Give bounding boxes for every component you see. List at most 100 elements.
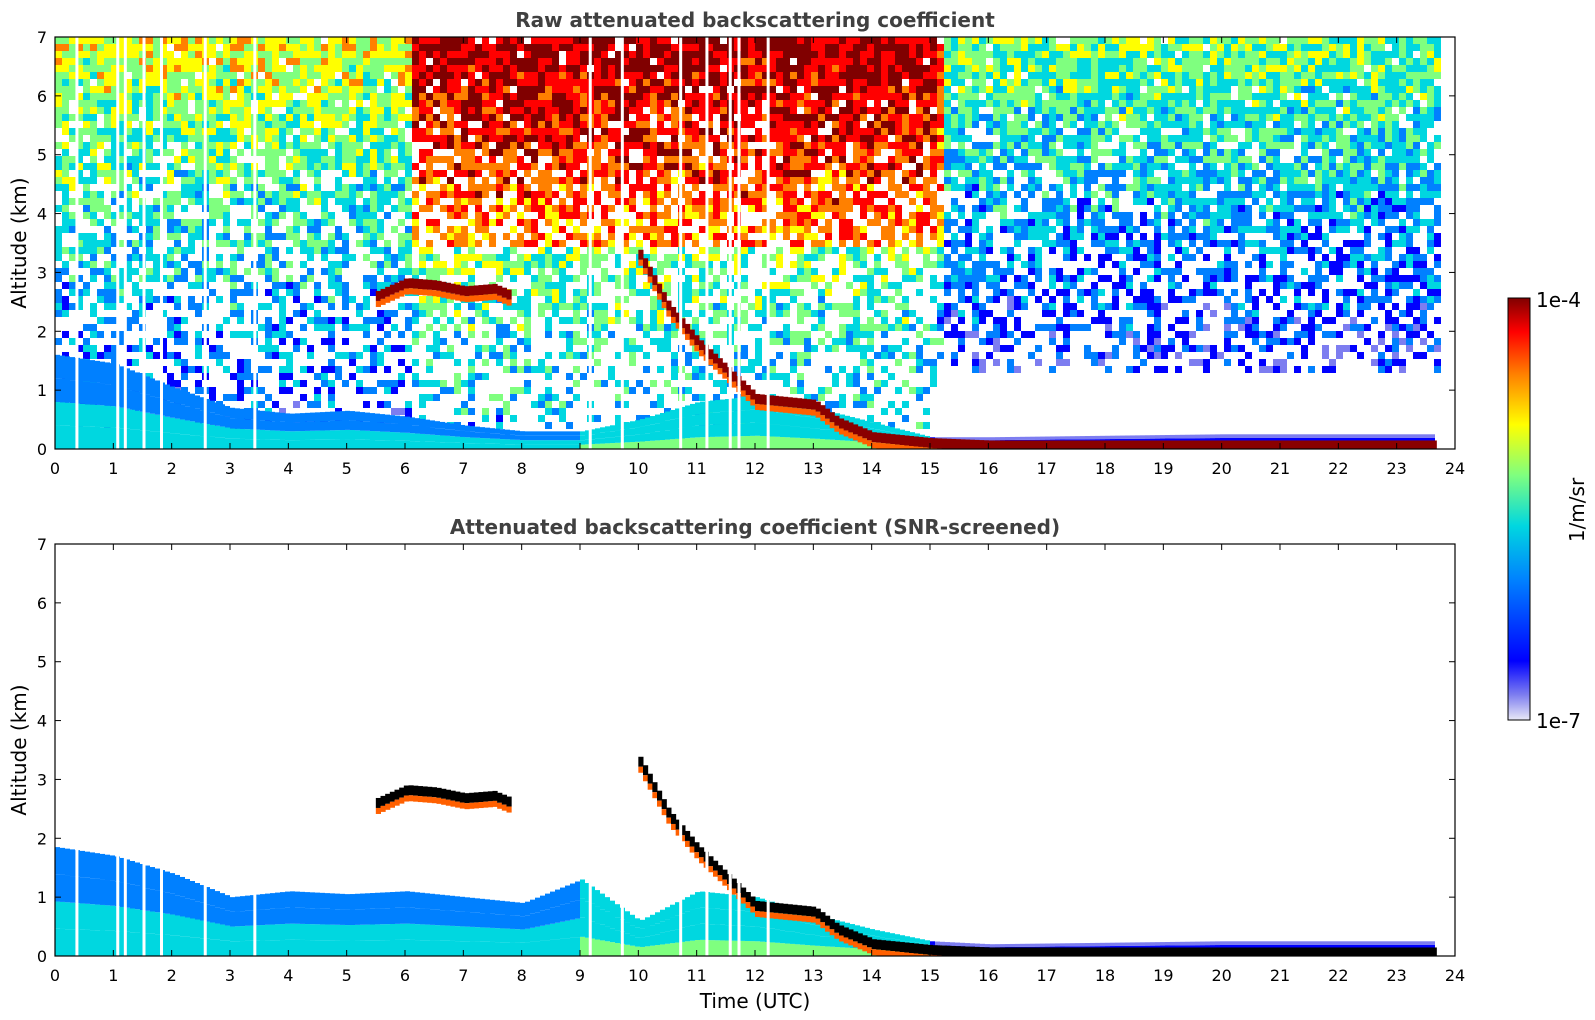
noise-cell bbox=[244, 37, 251, 44]
noise-cell bbox=[706, 156, 713, 163]
noise-cell bbox=[881, 191, 888, 198]
noise-cell bbox=[209, 170, 216, 177]
noise-cell bbox=[860, 394, 867, 401]
noise-cell bbox=[370, 226, 377, 233]
noise-cell bbox=[83, 324, 90, 331]
noise-cell bbox=[314, 72, 321, 79]
noise-cell bbox=[335, 135, 342, 142]
noise-cell bbox=[580, 296, 587, 303]
noise-cell bbox=[531, 37, 538, 44]
noise-cell bbox=[258, 93, 265, 100]
noise-cell bbox=[447, 121, 454, 128]
noise-cell bbox=[237, 219, 244, 226]
noise-cell bbox=[986, 338, 993, 345]
noise-cell bbox=[356, 44, 363, 51]
noise-cell bbox=[55, 100, 62, 107]
noise-cell bbox=[111, 212, 118, 219]
noise-cell bbox=[209, 156, 216, 163]
noise-cell bbox=[671, 142, 678, 149]
noise-cell bbox=[412, 338, 419, 345]
noise-cell bbox=[657, 100, 664, 107]
noise-cell bbox=[839, 254, 846, 261]
noise-cell bbox=[783, 163, 790, 170]
noise-cell bbox=[146, 296, 153, 303]
noise-cell bbox=[881, 268, 888, 275]
noise-cell bbox=[503, 93, 510, 100]
noise-cell bbox=[923, 212, 930, 219]
noise-cell bbox=[426, 149, 433, 156]
noise-cell bbox=[867, 247, 874, 254]
noise-cell bbox=[713, 212, 720, 219]
noise-cell bbox=[419, 261, 426, 268]
noise-cell bbox=[762, 205, 769, 212]
noise-cell bbox=[188, 303, 195, 310]
noise-cell bbox=[293, 72, 300, 79]
noise-cell bbox=[510, 198, 517, 205]
noise-cell bbox=[846, 128, 853, 135]
noise-cell bbox=[174, 93, 181, 100]
noise-cell bbox=[104, 156, 111, 163]
noise-cell bbox=[951, 44, 958, 51]
noise-cell bbox=[461, 226, 468, 233]
noise-cell bbox=[930, 275, 937, 282]
noise-cell bbox=[167, 93, 174, 100]
noise-cell bbox=[685, 128, 692, 135]
noise-cell bbox=[881, 282, 888, 289]
noise-cell bbox=[188, 72, 195, 79]
noise-cell bbox=[937, 324, 944, 331]
noise-cell bbox=[797, 163, 804, 170]
noise-cell bbox=[699, 303, 706, 310]
noise-cell bbox=[104, 240, 111, 247]
noise-cell bbox=[888, 184, 895, 191]
noise-cell bbox=[811, 324, 818, 331]
noise-cell bbox=[867, 205, 874, 212]
noise-cell bbox=[76, 240, 83, 247]
noise-cell bbox=[881, 247, 888, 254]
noise-cell bbox=[888, 44, 895, 51]
noise-cell bbox=[839, 233, 846, 240]
noise-cell bbox=[104, 282, 111, 289]
noise-cell bbox=[286, 93, 293, 100]
noise-cell bbox=[160, 128, 167, 135]
noise-cell bbox=[818, 303, 825, 310]
noise-cell bbox=[223, 219, 230, 226]
noise-cell bbox=[657, 401, 664, 408]
noise-cell bbox=[412, 191, 419, 198]
noise-cell bbox=[454, 310, 461, 317]
noise-cell bbox=[377, 156, 384, 163]
noise-cell bbox=[279, 177, 286, 184]
noise-cell bbox=[489, 345, 496, 352]
noise-cell bbox=[853, 345, 860, 352]
noise-cell bbox=[454, 303, 461, 310]
noise-cell bbox=[279, 380, 286, 387]
noise-cell bbox=[552, 205, 559, 212]
noise-cell bbox=[244, 79, 251, 86]
noise-cell bbox=[265, 289, 272, 296]
noise-cell bbox=[167, 170, 174, 177]
noise-cell bbox=[538, 86, 545, 93]
noise-cell bbox=[853, 149, 860, 156]
noise-cell bbox=[321, 65, 328, 72]
noise-cell bbox=[769, 226, 776, 233]
noise-cell bbox=[76, 254, 83, 261]
noise-cell bbox=[846, 114, 853, 121]
noise-cell bbox=[930, 177, 937, 184]
noise-cell bbox=[510, 58, 517, 65]
noise-cell bbox=[825, 366, 832, 373]
noise-cell bbox=[62, 261, 69, 268]
noise-cell bbox=[930, 58, 937, 65]
noise-cell bbox=[713, 135, 720, 142]
noise-cell bbox=[594, 233, 601, 240]
noise-cell bbox=[762, 296, 769, 303]
noise-cell bbox=[412, 226, 419, 233]
noise-cell bbox=[650, 198, 657, 205]
noise-cell bbox=[1000, 156, 1007, 163]
noise-cell bbox=[517, 254, 524, 261]
noise-cell bbox=[839, 72, 846, 79]
noise-cell bbox=[797, 121, 804, 128]
noise-cell bbox=[860, 128, 867, 135]
noise-cell bbox=[342, 261, 349, 268]
noise-cell bbox=[538, 79, 545, 86]
noise-cell bbox=[783, 156, 790, 163]
noise-cell bbox=[244, 184, 251, 191]
